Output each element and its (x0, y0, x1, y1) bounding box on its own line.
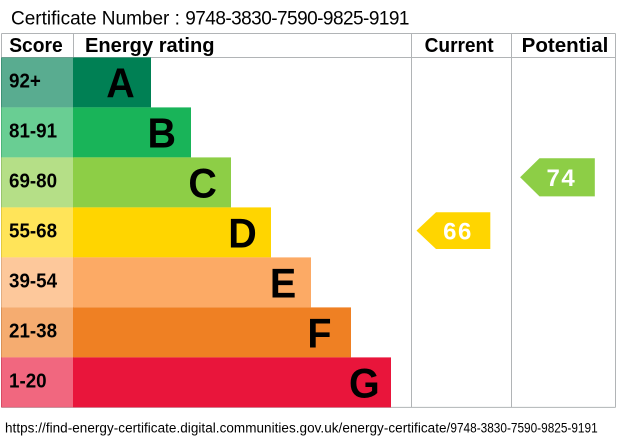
svg-text:66: 66 (443, 219, 473, 246)
svg-text:55-68: 55-68 (9, 220, 57, 243)
svg-text:39-54: 39-54 (9, 270, 57, 293)
svg-text:A: A (106, 59, 135, 106)
svg-text:81-91: 81-91 (9, 120, 57, 143)
svg-text:D: D (228, 209, 257, 256)
svg-text:E: E (270, 259, 296, 306)
svg-text:92+: 92+ (9, 70, 41, 93)
svg-text:74: 74 (547, 165, 577, 192)
svg-text:21-38: 21-38 (9, 320, 57, 343)
svg-text:Potential: Potential (522, 35, 609, 57)
svg-text:Certificate Number : 9748-3830: Certificate Number : 9748-3830-7590-9825… (11, 8, 409, 29)
svg-text:Current: Current (425, 35, 494, 57)
svg-text:9748-3830-7590-9825-9191: 9748-3830-7590-9825-9191 (450, 421, 597, 436)
svg-text:69-80: 69-80 (9, 170, 57, 193)
svg-text:G: G (349, 359, 380, 406)
svg-text:C: C (188, 159, 217, 206)
svg-text:1-20: 1-20 (9, 370, 47, 393)
svg-text:Energy rating: Energy rating (85, 35, 215, 57)
svg-text:B: B (148, 109, 177, 156)
svg-text:F: F (307, 309, 331, 356)
svg-text:https://find-energy-certificat: https://find-energy-certificate.digital.… (5, 421, 451, 436)
svg-text:Score: Score (9, 35, 63, 57)
